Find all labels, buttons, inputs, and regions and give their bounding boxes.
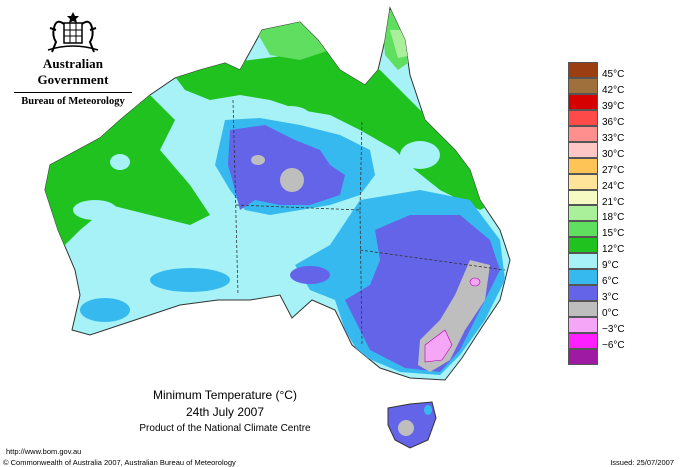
legend-label: 42°C: [602, 84, 625, 96]
legend-swatch: [568, 237, 598, 254]
legend-row: 24°C: [568, 173, 648, 192]
zone-12c-north: [170, 50, 500, 210]
copyright: © Commonwealth of Australia 2007, Austra…: [3, 458, 236, 467]
legend-swatch: [568, 285, 598, 302]
zone-9c-qld: [400, 141, 440, 169]
legend-label: 36°C: [602, 116, 625, 128]
zone-3c-sa: [290, 266, 330, 284]
legend-swatch: [568, 332, 598, 349]
legend-swatch: [568, 189, 598, 206]
legend-row: 45°C: [568, 62, 648, 80]
legend-swatch: [568, 141, 598, 158]
legend-row: 30°C: [568, 141, 648, 160]
issued-date: Issued: 25/07/2007: [610, 458, 674, 467]
legend-label: 27°C: [602, 164, 625, 176]
legend-label: 21°C: [602, 196, 625, 208]
zone-6c-tasmania: [424, 405, 432, 415]
legend-label: 39°C: [602, 100, 625, 112]
legend-label: 24°C: [602, 180, 625, 192]
map-product: Product of the National Climate Centre: [139, 423, 311, 434]
source-url[interactable]: http://www.bom.gov.au: [6, 447, 82, 456]
legend-label: 15°C: [602, 228, 625, 240]
legend-label: 12°C: [602, 244, 625, 256]
legend-swatch: [568, 269, 598, 286]
legend-swatch: [568, 109, 598, 126]
legend-row: 0°C: [568, 301, 648, 320]
zone-6c-wa-inland: [150, 268, 230, 292]
legend-swatch: [568, 93, 598, 110]
legend-row: 27°C: [568, 157, 648, 176]
legend-swatch: [568, 317, 598, 333]
legend-label: 45°C: [602, 69, 625, 80]
zone-0c-tasmania: [398, 420, 414, 436]
legend-swatch: [568, 173, 598, 190]
legend-swatch: [568, 77, 598, 94]
legend-label: 18°C: [602, 212, 625, 224]
legend-row: 33°C: [568, 125, 648, 144]
zone-neg3c-alps: [424, 329, 453, 363]
legend-row: 42°C: [568, 77, 648, 96]
legend-label: 33°C: [602, 132, 625, 144]
legend-row: −6°C: [568, 332, 648, 351]
legend-label: 6°C: [602, 276, 619, 288]
zone-0c-central-small: [251, 155, 265, 165]
legend-swatch: [568, 205, 598, 222]
legend-label: 30°C: [602, 148, 625, 160]
legend-swatch: [568, 157, 598, 174]
header-divider: [14, 92, 132, 93]
legend-row: 12°C: [568, 237, 648, 256]
zone-neg3c-tablelands: [469, 277, 481, 287]
zone-0c-central: [280, 168, 304, 192]
legend-swatch: [568, 348, 598, 365]
legend-row: 18°C: [568, 205, 648, 224]
legend: 45°C 42°C 39°C 36°C 33°C 30°C 27°C 24°C 21°C 18°C…: [568, 62, 648, 365]
state-borders: [232, 99, 506, 346]
legend-row: 9°C: [568, 253, 648, 272]
legend-label: −3°C: [602, 324, 625, 335]
legend-row: 3°C: [568, 285, 648, 304]
government-title: Australian Government: [37, 56, 109, 87]
legend-swatch: [568, 221, 598, 238]
zone-3c-central: [228, 125, 345, 210]
legend-row: −3°C: [568, 317, 648, 335]
legend-row: 21°C: [568, 189, 648, 208]
zone-9c-kimberley: [110, 154, 130, 170]
legend-label: 9°C: [602, 260, 619, 272]
legend-row: 6°C: [568, 269, 648, 288]
legend-row: 39°C: [568, 93, 648, 112]
legend-label: 0°C: [602, 308, 619, 320]
map-title: Minimum Temperature (°C): [153, 388, 297, 402]
legend-label: −6°C: [602, 339, 625, 351]
legend-row: 15°C: [568, 221, 648, 240]
legend-swatch: [568, 301, 598, 317]
legend-swatch: [568, 62, 598, 78]
coat-of-arms-icon: [47, 12, 99, 53]
header: Australian Government Bureau of Meteorol…: [8, 10, 138, 107]
legend-row: [568, 348, 648, 365]
bureau-title: Bureau of Meteorology: [21, 96, 125, 107]
zone-9c-pilbara: [73, 200, 117, 220]
legend-swatch: [568, 253, 598, 270]
map-date: 24th July 2007: [185, 405, 265, 419]
zone-6c-wa-south: [80, 298, 130, 322]
legend-swatch: [568, 125, 598, 142]
legend-row: 36°C: [568, 109, 648, 128]
legend-label: 3°C: [602, 292, 619, 304]
